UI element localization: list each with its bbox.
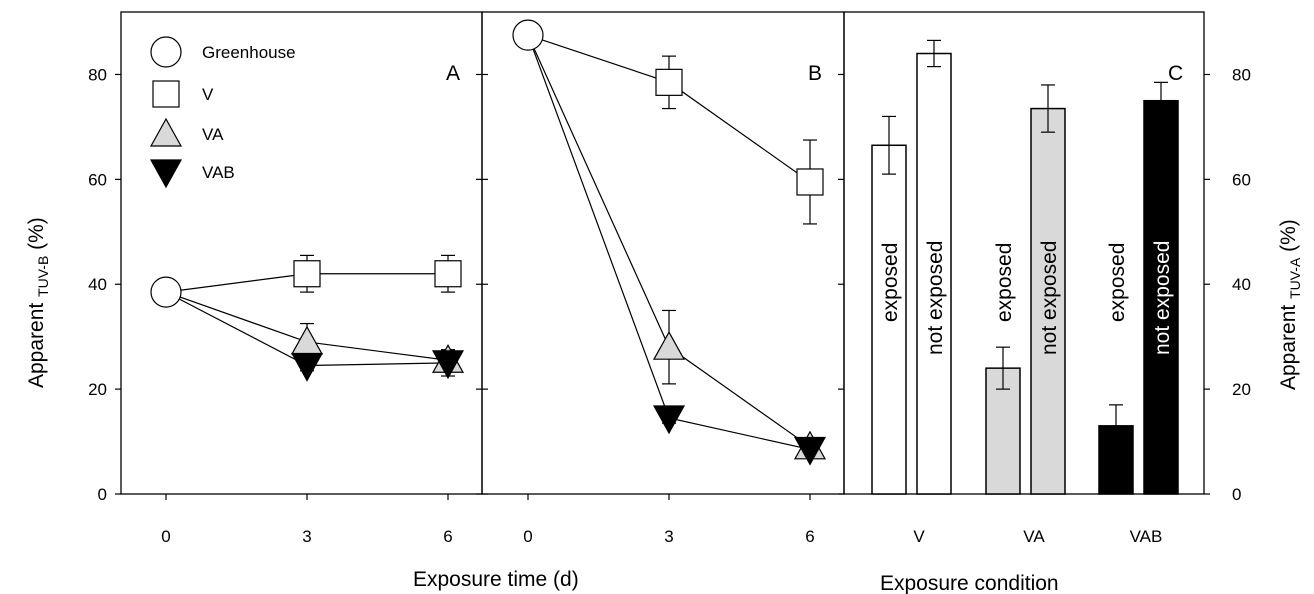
y-tick-label: 20 [88, 380, 107, 399]
bar-error [1041, 84, 1055, 133]
legend-item: VA [149, 117, 224, 147]
bar [1143, 99, 1179, 495]
bar-label: exposed [879, 243, 902, 322]
legend-marker-circle [150, 36, 182, 68]
connector-lines [165, 34, 811, 451]
y-tick-label: 40 [88, 275, 107, 294]
right-y-tick-label: 80 [1232, 65, 1251, 84]
data-point [290, 325, 324, 355]
data-point [652, 405, 686, 435]
y-tick-label: 60 [88, 170, 107, 189]
data-point [793, 436, 827, 466]
bar-error [1154, 81, 1168, 120]
x-tick-label: 3 [664, 527, 673, 546]
bar-label: not exposed [1038, 241, 1061, 355]
bar-error [927, 39, 941, 68]
legend-marker-triangle-up [149, 117, 183, 147]
y-tick-label: 0 [98, 485, 107, 504]
bar-error [882, 115, 896, 175]
legend: Greenhouse V VA VAB [149, 36, 296, 189]
x-tick-label: 3 [302, 527, 311, 546]
panel-c-frame [843, 11, 1205, 495]
legend-label: V [202, 85, 214, 104]
x-tick-label: 0 [523, 527, 532, 546]
bar-label: not exposed [1151, 241, 1174, 355]
right-y-tick-label: 20 [1232, 380, 1251, 399]
x-tick-label: 6 [805, 527, 814, 546]
bar-label: exposed [993, 243, 1016, 322]
data-point [290, 352, 324, 382]
bar [1030, 107, 1066, 495]
data-point [431, 350, 465, 380]
legend-marker-square [152, 80, 180, 108]
bar [916, 52, 952, 495]
bar-label: not exposed [924, 241, 947, 355]
x-axis-title-time: Exposure time (d) [413, 568, 579, 591]
data-point [652, 330, 686, 360]
panel-c-label: C [1168, 62, 1183, 85]
legend-label: VAB [202, 163, 235, 182]
data-point [796, 168, 824, 196]
data-point [293, 260, 321, 288]
bar-label: exposed [1106, 243, 1129, 322]
legend-item: V [152, 80, 214, 108]
right-y-tick-label: 0 [1232, 485, 1241, 504]
panel-a-label: A [446, 62, 460, 85]
x-tick-label: 0 [161, 527, 170, 546]
category-label: VA [1023, 527, 1045, 546]
legend-marker-triangle-down [149, 159, 183, 189]
panel-b-label: B [808, 62, 822, 85]
data-point [512, 19, 544, 51]
data-point [434, 260, 462, 288]
right-y-tick-label: 40 [1232, 275, 1251, 294]
legend-label: Greenhouse [202, 43, 296, 62]
category-label: VAB [1130, 527, 1163, 546]
x-axis-title-condition: Exposure condition [880, 572, 1059, 594]
y-tick-label: 80 [88, 65, 107, 84]
left-y-axis-title: Apparent TUV-B (%) [25, 217, 51, 388]
bar-error [996, 346, 1010, 390]
markers: exposed not exposed exposed not exposed expo… [150, 19, 1174, 466]
bars [871, 52, 1179, 495]
right-y-axis-title: Apparent TUV-A (%) [1277, 219, 1303, 390]
bar-error [1109, 404, 1123, 448]
data-point [150, 276, 182, 308]
x-tick-label: 6 [443, 527, 452, 546]
legend-label: VA [202, 125, 224, 144]
category-label: V [913, 527, 925, 546]
legend-item: Greenhouse [150, 36, 296, 68]
data-point [655, 68, 683, 96]
legend-item: VAB [149, 159, 235, 189]
right-y-tick-label: 60 [1232, 170, 1251, 189]
